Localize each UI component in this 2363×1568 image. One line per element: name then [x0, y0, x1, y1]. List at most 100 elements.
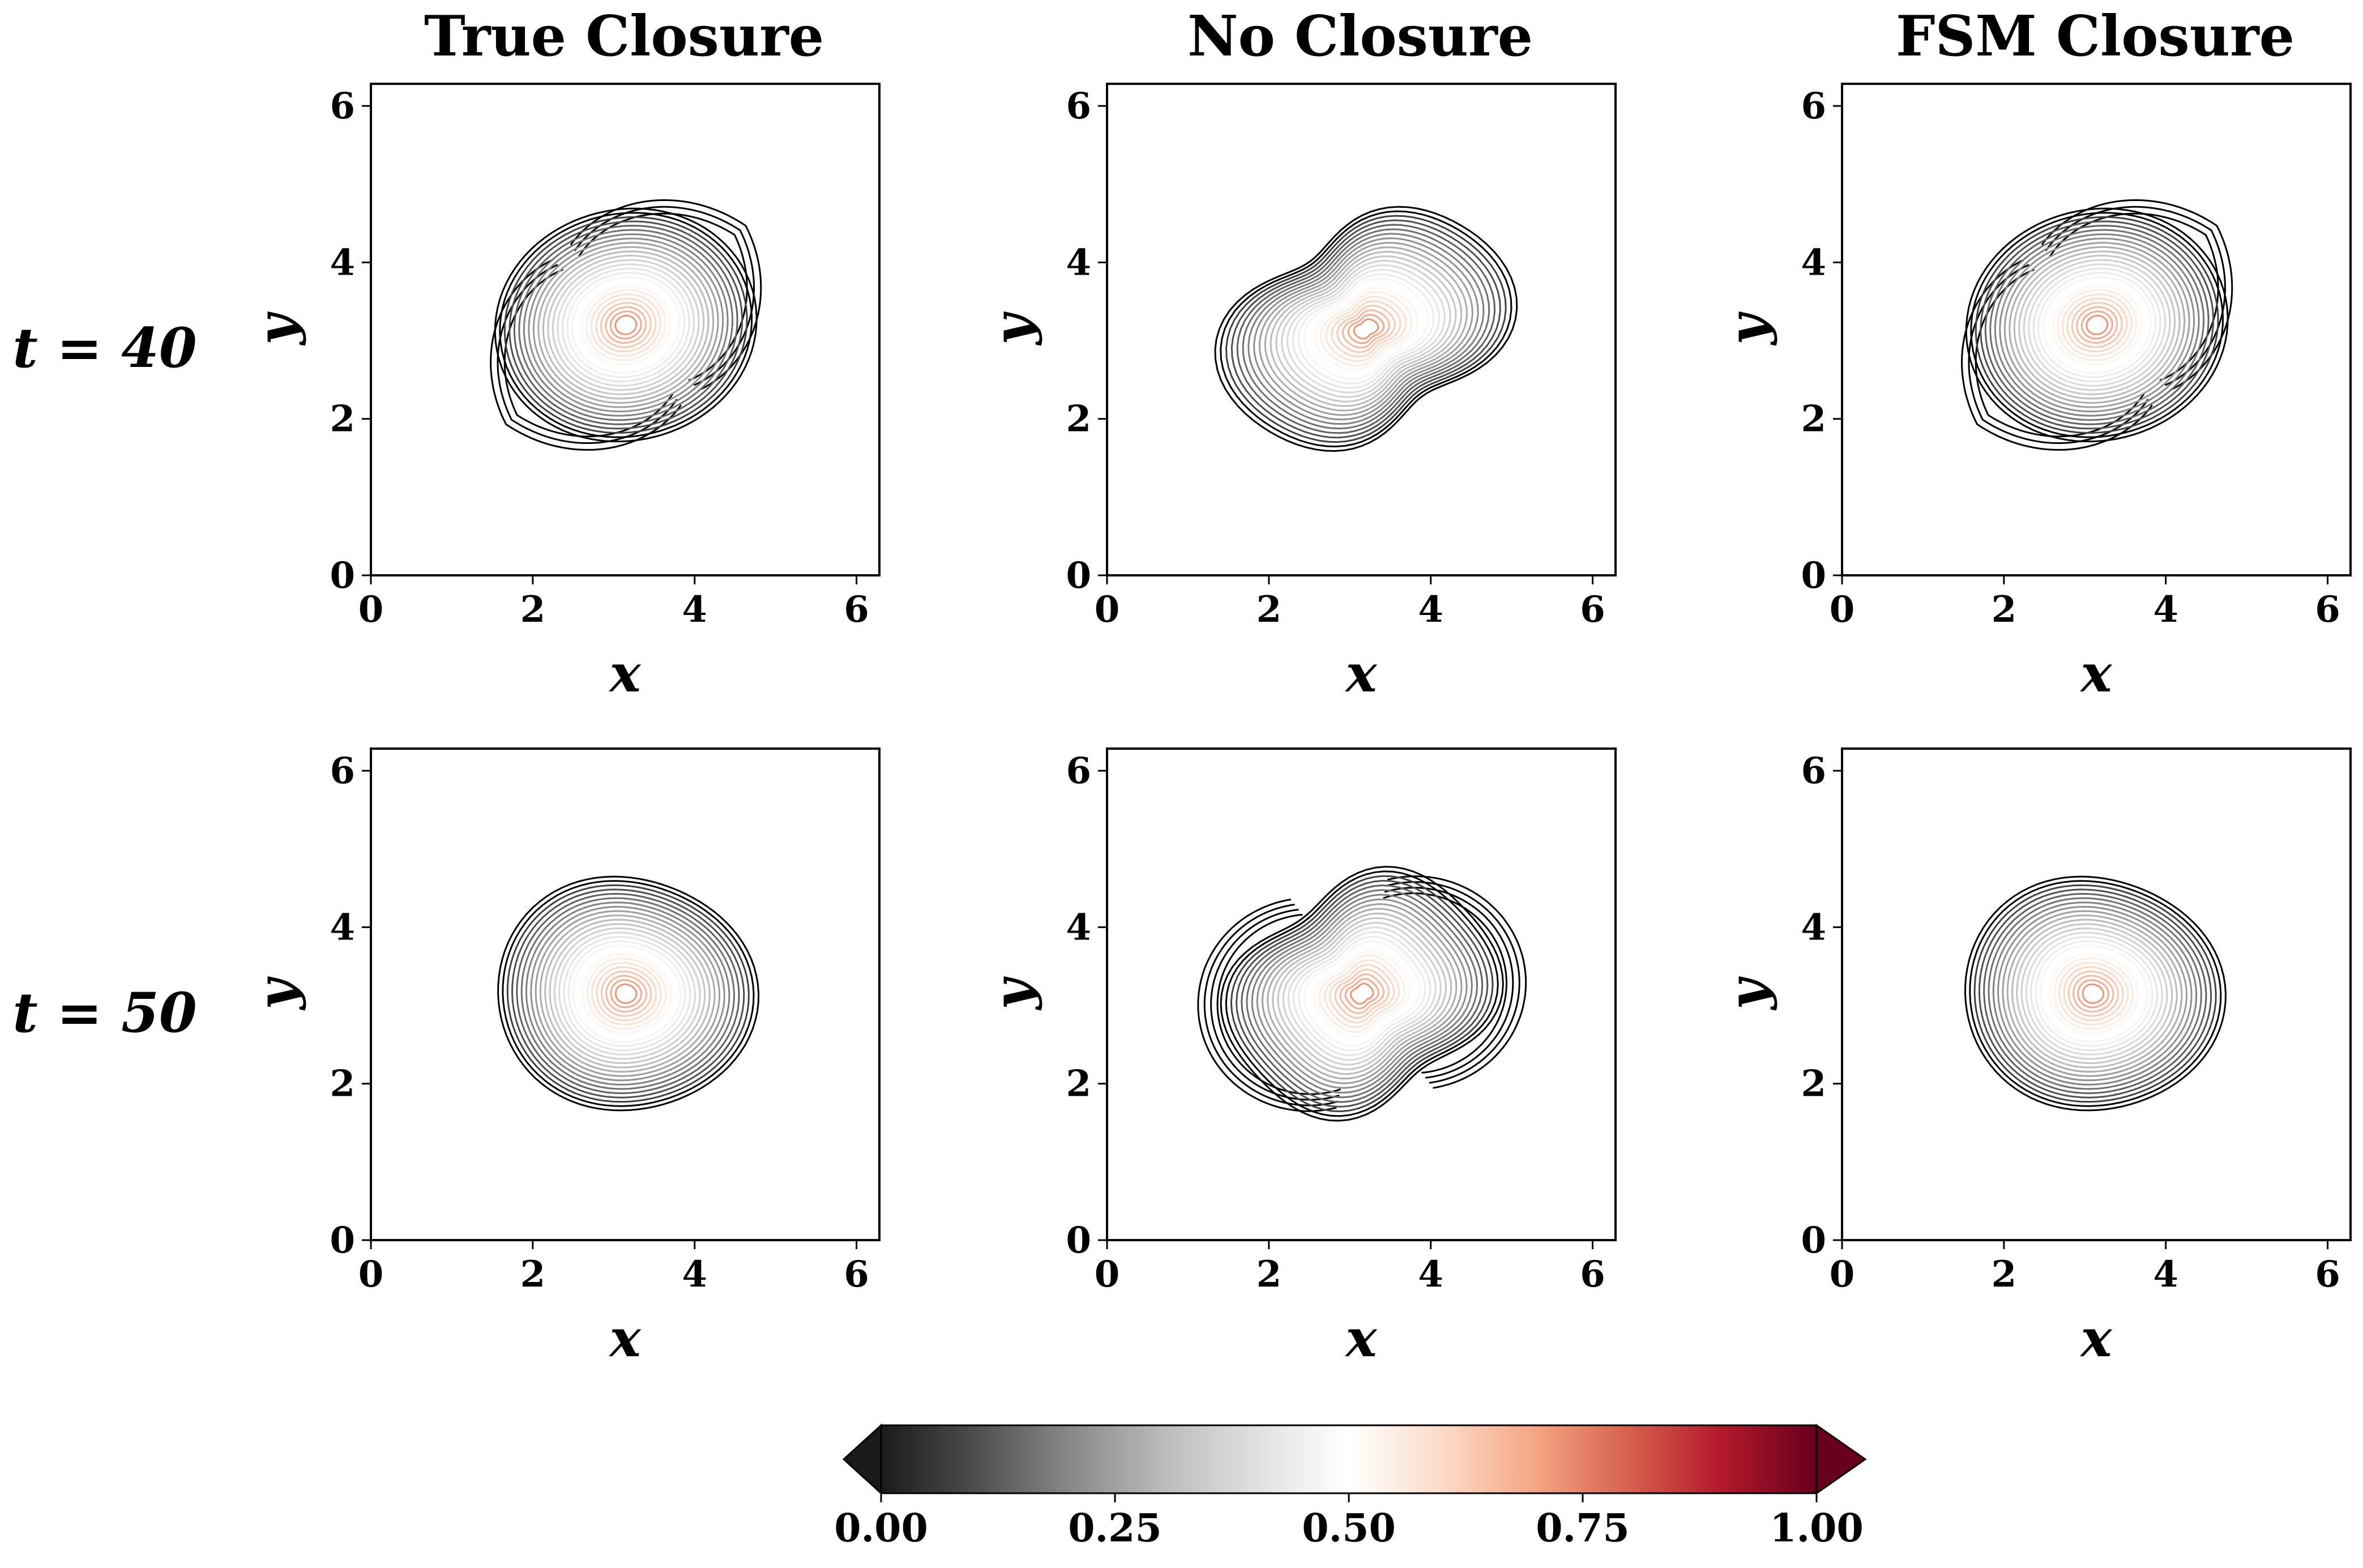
contour-level: [1983, 892, 2207, 1095]
contour-level: [1220, 210, 1512, 448]
contour-level: [1964, 875, 2227, 1112]
contour-level: [516, 892, 740, 1095]
contour-level: [1220, 865, 1504, 1122]
contour-level: [2058, 962, 2129, 1026]
contour-level: [494, 207, 758, 442]
contour-level: [1309, 282, 1424, 376]
contour-level: [535, 910, 721, 1077]
contour-level: [1336, 305, 1396, 353]
contour-level: [2076, 306, 2118, 344]
y-tick-label: 6: [330, 85, 355, 127]
axes-frame: [370, 83, 881, 576]
contour-level: [544, 918, 711, 1069]
column-title-no-closure: No Closure: [1187, 4, 1533, 69]
contour-level: [547, 255, 705, 395]
y-tick-label: 2: [1066, 1063, 1091, 1105]
y-tick-label: 0: [330, 554, 355, 597]
contour-level: [586, 958, 667, 1030]
contour-level: [614, 983, 638, 1004]
contour-level: [1344, 978, 1379, 1010]
contour-level: [1225, 215, 1507, 443]
x-axis-label: x: [609, 1308, 642, 1369]
row-label-t40: t = 40: [12, 316, 196, 380]
x-tick-label: 4: [2153, 588, 2178, 631]
row-label-t50: t = 50: [12, 981, 196, 1045]
contour-level: [2063, 966, 2124, 1022]
contour-level: [1303, 941, 1421, 1047]
contour-level: [2061, 293, 2133, 357]
contour-level: [572, 945, 682, 1043]
contour-level: [503, 216, 748, 434]
contour-level: [1969, 880, 2222, 1107]
contour-level: [2053, 958, 2134, 1030]
colorbar: 0.00 0.25 0.50 0.75 1.00: [834, 1423, 1867, 1551]
contour-level: [511, 888, 745, 1099]
contour-level: [1319, 291, 1413, 367]
contour-level: [520, 897, 736, 1090]
x-axis-label: x: [2080, 1308, 2113, 1369]
contour-level: [1994, 233, 2200, 417]
contour-level: [2077, 979, 2110, 1009]
contour-level: [1281, 259, 1451, 398]
y-axis-label: y: [246, 311, 307, 346]
y-tick-label: 4: [330, 241, 355, 284]
contour-level: [539, 914, 716, 1073]
contour-level: [558, 932, 696, 1056]
x-tick-label: 0: [1095, 588, 1120, 631]
y-tick-label: 4: [1801, 906, 1826, 949]
contour-level: [1261, 903, 1463, 1084]
y-axis-label: y: [246, 976, 307, 1011]
colorbar-tick-label: 0.00: [834, 1506, 928, 1551]
colorbar-tick-label: 0.75: [1536, 1506, 1630, 1551]
contour-level: [523, 233, 729, 417]
contour-level: [595, 297, 657, 353]
contour-level: [1984, 225, 2210, 425]
x-tick-label: 2: [1257, 1253, 1282, 1296]
contour-level: [513, 225, 738, 425]
contour-level: [2072, 975, 2114, 1013]
contour-level: [1989, 229, 2205, 421]
panel-no-closure-t40: 0 2 4 6 0 2 4 6 x y: [982, 83, 1617, 704]
contour-level: [2002, 910, 2188, 1077]
contour-level: [1275, 255, 1457, 403]
contour-level: [582, 953, 672, 1034]
contour-level: [1270, 250, 1463, 407]
contour-level: [506, 884, 750, 1103]
contour-level: [1287, 926, 1437, 1061]
contour-level: [2009, 246, 2186, 404]
x-tick-label: 0: [1830, 1253, 1855, 1296]
contour-level: [1323, 959, 1400, 1028]
contour-level: [1246, 889, 1479, 1099]
x-tick-label: 4: [1418, 588, 1443, 631]
contour-level: [1230, 875, 1494, 1113]
y-tick-label: 2: [330, 398, 355, 441]
y-tick-label: 0: [330, 1219, 355, 1262]
y-tick-label: 4: [1801, 241, 1826, 284]
contour-level: [2052, 285, 2142, 365]
contour-level: [2071, 302, 2123, 348]
plot-area: [371, 749, 879, 1240]
contour-level: [1247, 233, 1485, 425]
contour-level: [525, 902, 730, 1086]
contour-level: [1347, 314, 1385, 344]
contour-level: [1242, 228, 1490, 430]
contour-level: [2042, 276, 2152, 374]
contour-level: [2020, 927, 2168, 1060]
panel-fsm-closure-t50: 0 2 4 6 0 2 4 6 x y: [1717, 747, 2352, 1369]
contour-level: [1225, 870, 1499, 1117]
contour-level: [1292, 268, 1441, 389]
filament-contour: [1383, 892, 1508, 1074]
contour-level: [2016, 923, 2173, 1065]
contour-level: [1975, 216, 2219, 434]
contour-level: [2082, 983, 2105, 1004]
contour-level: [1282, 922, 1442, 1066]
contour-level: [499, 212, 753, 438]
y-tick-label: 2: [1801, 398, 1826, 441]
contour-level: [2032, 267, 2161, 383]
contour-level: [530, 905, 725, 1082]
contour-level: [576, 280, 676, 370]
x-tick-label: 2: [1992, 1253, 2017, 1296]
contour-level: [2023, 259, 2171, 391]
contour-level: [557, 263, 695, 387]
